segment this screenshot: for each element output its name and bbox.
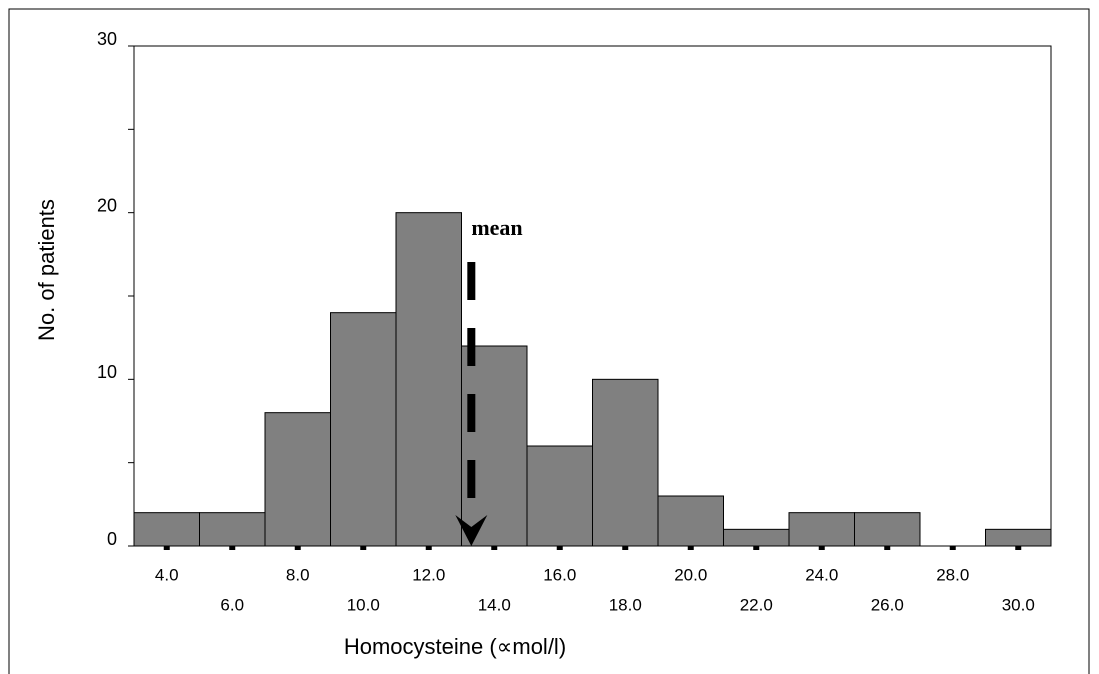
bar xyxy=(657,495,724,547)
bar xyxy=(592,378,659,547)
y-tick-label: 30 xyxy=(97,29,117,49)
bar xyxy=(395,212,462,547)
x-tick xyxy=(425,546,432,550)
x-tick-label: 22.0 xyxy=(740,595,773,614)
x-tick-label: 14.0 xyxy=(478,595,511,614)
x-tick xyxy=(294,546,301,550)
x-tick-label: 16.0 xyxy=(543,565,576,584)
y-tick-label: 10 xyxy=(97,362,117,382)
x-tick-label: 26.0 xyxy=(871,595,904,614)
frame xyxy=(8,8,1090,674)
x-tick-label: 18.0 xyxy=(609,595,642,614)
x-tick-label: 12.0 xyxy=(412,565,445,584)
x-tick xyxy=(1015,546,1022,550)
x-axis-title: Homocysteine (∝mol/l) xyxy=(344,634,566,659)
x-tick xyxy=(949,546,956,550)
x-tick xyxy=(556,546,563,550)
x-tick-label: 24.0 xyxy=(805,565,838,584)
x-tick-label: 20.0 xyxy=(674,565,707,584)
x-tick-label: 6.0 xyxy=(220,595,244,614)
x-tick xyxy=(622,546,629,550)
x-tick-label: 30.0 xyxy=(1002,595,1035,614)
x-tick xyxy=(360,546,367,550)
mean-label: mean xyxy=(471,215,522,240)
x-tick-label: 10.0 xyxy=(347,595,380,614)
bar xyxy=(133,512,200,547)
bar xyxy=(199,512,266,547)
x-tick xyxy=(753,546,760,550)
x-tick xyxy=(818,546,825,550)
y-axis-title: No. of patients xyxy=(34,199,59,341)
x-tick-label: 8.0 xyxy=(286,565,310,584)
bar xyxy=(526,445,593,547)
bar xyxy=(788,512,855,547)
bar xyxy=(723,528,790,547)
x-tick xyxy=(229,546,236,550)
x-tick-label: 28.0 xyxy=(936,565,969,584)
x-tick xyxy=(163,546,170,550)
x-tick-label: 4.0 xyxy=(155,565,179,584)
bar xyxy=(330,312,397,547)
y-tick-label: 0 xyxy=(107,529,117,549)
bar xyxy=(985,528,1052,547)
bar xyxy=(264,412,331,547)
x-tick xyxy=(687,546,694,550)
bar xyxy=(854,512,921,547)
x-tick xyxy=(884,546,891,550)
bar xyxy=(461,345,528,547)
x-tick xyxy=(491,546,498,550)
mean-arrow xyxy=(455,515,488,546)
y-tick-label: 20 xyxy=(97,195,117,215)
